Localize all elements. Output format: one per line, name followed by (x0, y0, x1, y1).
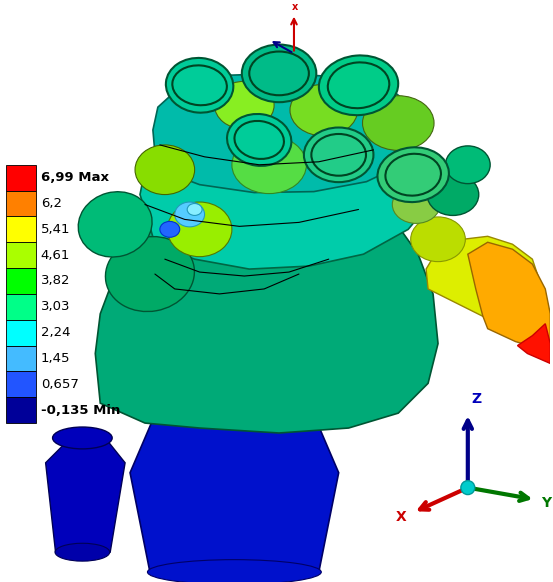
Ellipse shape (446, 146, 490, 184)
Text: 6,2: 6,2 (41, 197, 61, 210)
Bar (6, 217, 36, 242)
Polygon shape (130, 403, 338, 572)
Ellipse shape (135, 145, 195, 194)
Polygon shape (468, 242, 550, 349)
Circle shape (461, 481, 475, 495)
Bar (6, 371, 36, 398)
Ellipse shape (227, 114, 291, 166)
Bar (6, 190, 36, 217)
Ellipse shape (363, 95, 434, 150)
Text: 3,82: 3,82 (41, 275, 70, 288)
Polygon shape (140, 135, 433, 269)
Bar (6, 320, 36, 346)
Text: X: X (395, 510, 406, 524)
Text: 1,45: 1,45 (41, 352, 70, 365)
Ellipse shape (304, 127, 373, 182)
Ellipse shape (242, 45, 316, 102)
Ellipse shape (55, 543, 109, 561)
Text: 2,24: 2,24 (41, 326, 70, 339)
Polygon shape (95, 194, 438, 433)
Bar (6, 294, 36, 320)
Ellipse shape (106, 236, 195, 311)
Text: 0,657: 0,657 (41, 378, 79, 391)
Ellipse shape (53, 427, 112, 449)
Text: -0,135 Min: -0,135 Min (41, 404, 120, 417)
Polygon shape (426, 236, 545, 336)
Ellipse shape (378, 147, 449, 202)
Text: 6,99 Max: 6,99 Max (41, 171, 108, 184)
Ellipse shape (160, 221, 180, 237)
Bar (6, 242, 36, 268)
Bar (6, 346, 36, 371)
Ellipse shape (290, 84, 358, 136)
Ellipse shape (319, 55, 398, 115)
Ellipse shape (150, 388, 319, 418)
Ellipse shape (215, 81, 274, 129)
Ellipse shape (187, 204, 202, 215)
Text: 5,41: 5,41 (41, 223, 70, 236)
Ellipse shape (232, 136, 306, 194)
Polygon shape (518, 324, 550, 363)
Text: 3,03: 3,03 (41, 300, 70, 313)
Ellipse shape (392, 186, 440, 223)
Ellipse shape (175, 202, 205, 227)
Polygon shape (153, 73, 423, 193)
Bar (6, 165, 36, 190)
Polygon shape (45, 438, 125, 552)
Bar (6, 268, 36, 294)
Bar (6, 398, 36, 423)
Ellipse shape (166, 58, 233, 113)
Ellipse shape (411, 217, 465, 262)
Ellipse shape (78, 191, 152, 257)
Text: Y: Y (541, 495, 551, 509)
Ellipse shape (168, 202, 232, 257)
Text: x: x (292, 2, 298, 12)
Ellipse shape (148, 560, 321, 582)
Text: 4,61: 4,61 (41, 249, 70, 262)
Ellipse shape (427, 173, 479, 215)
Text: Z: Z (472, 392, 482, 406)
